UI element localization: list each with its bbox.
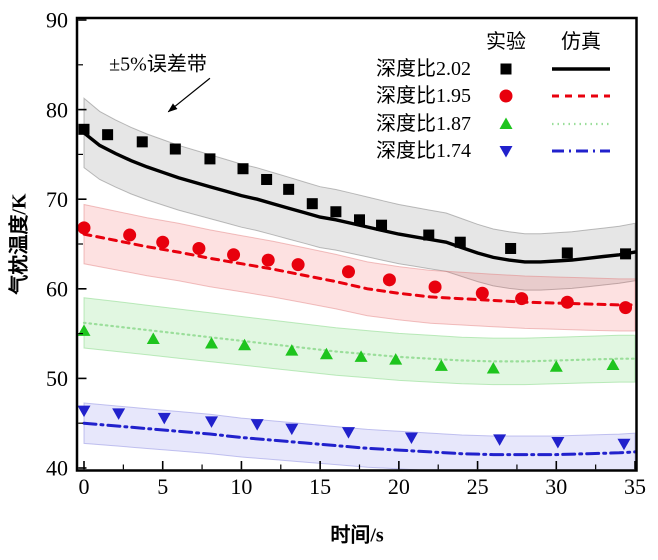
axes: 0 5 10 15 20 25 30 35 40 50 60 70 80 90 <box>46 8 646 499</box>
experiment-markers-深度比1.74 <box>77 405 631 451</box>
line-style-icon <box>541 119 621 129</box>
legend-row: 深度比2.02 <box>339 55 621 83</box>
y-tick-label: 80 <box>46 97 68 122</box>
y-tick-label: 70 <box>46 187 68 212</box>
legend-label: 深度比1.87 <box>376 112 471 135</box>
experiment-markers-深度比1.87 <box>77 324 620 374</box>
x-tick-label: 0 <box>79 474 90 499</box>
simulation-line-深度比1.95 <box>82 232 637 307</box>
x-tick-label: 20 <box>388 474 410 499</box>
annotation-arrow <box>167 77 211 113</box>
triangle-up-marker-icon <box>471 115 541 133</box>
y-tick-label: 50 <box>46 366 68 391</box>
x-tick-label: 5 <box>157 474 168 499</box>
legend-rows: 深度比2.02 深度比1.95 深度比1.87 深度比1.74 <box>339 52 621 165</box>
y-axis-label: 气枕温度/K <box>8 193 31 295</box>
legend-row: 深度比1.74 <box>339 138 621 166</box>
legend-header-simulation: 仿真 <box>561 30 601 53</box>
x-tick-label: 25 <box>467 474 489 499</box>
error-band-annotation: ±5%误差带 <box>109 53 207 76</box>
y-tick-label: 60 <box>46 277 68 302</box>
error-band-深度比2.02 <box>83 97 636 291</box>
error-band-深度比1.87 <box>83 297 636 386</box>
line-style-icon <box>541 146 621 156</box>
legend-label: 深度比1.74 <box>376 140 471 163</box>
legend-row: 深度比1.95 <box>339 83 621 111</box>
square-marker-icon <box>471 60 541 78</box>
plot-area <box>77 97 637 471</box>
line-style-icon <box>541 91 621 101</box>
legend-row: 深度比1.87 <box>339 110 621 138</box>
y-tick-label: 90 <box>46 8 68 33</box>
x-tick-label: 30 <box>545 474 567 499</box>
line-style-icon <box>541 64 621 74</box>
x-tick-label: 35 <box>624 474 646 499</box>
legend-header: 实验 仿真 <box>339 26 621 53</box>
legend-header-experiment: 实验 <box>486 30 526 53</box>
legend: 实验 仿真 深度比2.02 深度比1.95 深度比1.87 深度比1.74 <box>339 26 621 165</box>
x-axis-label: 时间/s <box>330 524 384 547</box>
x-tick-label: 10 <box>230 474 252 499</box>
triangle-down-marker-icon <box>471 142 541 160</box>
circle-marker-icon <box>471 87 541 105</box>
experiment-markers-深度比2.02 <box>78 123 632 260</box>
legend-label: 深度比2.02 <box>376 57 471 80</box>
simulation-line-深度比1.74 <box>82 421 637 457</box>
y-tick-label: 40 <box>46 456 68 481</box>
experiment-markers-深度比1.95 <box>77 221 633 315</box>
legend-label: 深度比1.95 <box>376 85 471 108</box>
x-tick-label: 15 <box>309 474 331 499</box>
